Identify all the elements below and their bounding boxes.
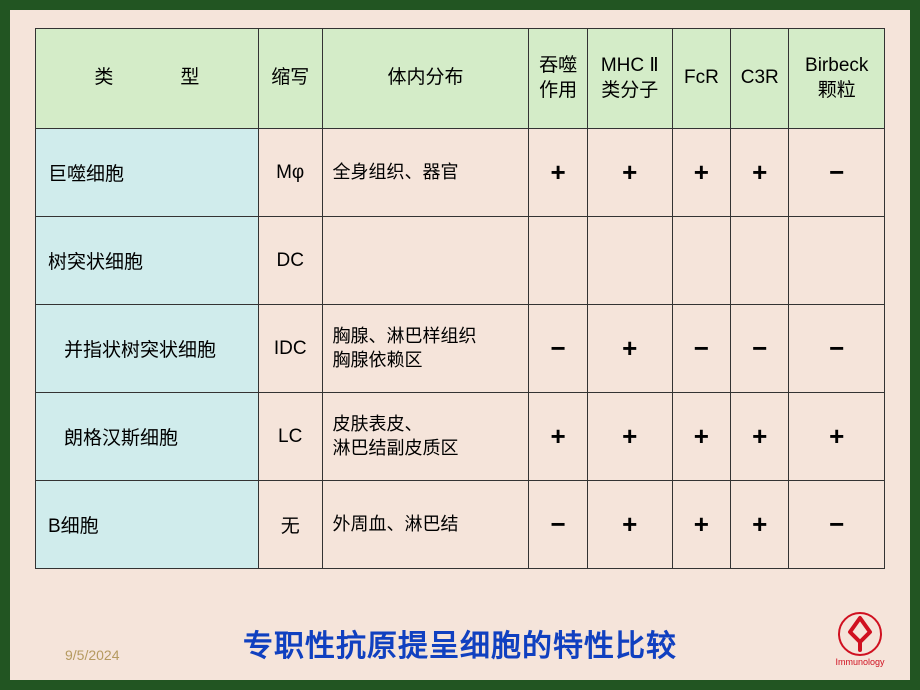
header-fcr: FcR — [672, 29, 730, 129]
row-mark — [587, 217, 672, 305]
row-distribution: 皮肤表皮、淋巴结副皮质区 — [322, 393, 529, 481]
row-abbrev: LC — [258, 393, 322, 481]
header-phagocytosis: 吞噬作用 — [529, 29, 587, 129]
row-mark: + — [529, 129, 587, 217]
row-abbrev: DC — [258, 217, 322, 305]
row-label: 巨噬细胞 — [36, 129, 259, 217]
logo-text: Immunology — [832, 657, 888, 667]
row-mark: − — [789, 481, 885, 569]
row-mark: + — [672, 129, 730, 217]
row-mark: + — [731, 393, 789, 481]
row-mark: + — [731, 129, 789, 217]
row-abbrev: Mφ — [258, 129, 322, 217]
table-row: 并指状树突状细胞IDC胸腺、淋巴样组织胸腺依赖区−+−−− — [36, 305, 885, 393]
row-label: 朗格汉斯细胞 — [36, 393, 259, 481]
row-mark: + — [672, 393, 730, 481]
table-row: 树突状细胞DC — [36, 217, 885, 305]
row-mark: + — [731, 481, 789, 569]
row-mark: − — [672, 305, 730, 393]
header-type-text: 类 型 — [70, 67, 223, 88]
row-label: 并指状树突状细胞 — [36, 305, 259, 393]
logo: Immunology — [832, 612, 888, 668]
header-distribution: 体内分布 — [322, 29, 529, 129]
date-label: 9/5/2024 — [65, 647, 120, 663]
header-type: 类 型 — [36, 29, 259, 129]
row-distribution: 外周血、淋巴结 — [322, 481, 529, 569]
row-mark: − — [529, 305, 587, 393]
slide-title: 专职性抗原提呈细胞的特性比较 — [243, 630, 677, 663]
row-mark: − — [789, 129, 885, 217]
row-label: 树突状细胞 — [36, 217, 259, 305]
title-area: 专职性抗原提呈细胞的特性比较 — [10, 621, 910, 665]
row-mark: + — [587, 481, 672, 569]
row-abbrev: IDC — [258, 305, 322, 393]
header-c3r: C3R — [731, 29, 789, 129]
table-row: B细胞无外周血、淋巴结−+++− — [36, 481, 885, 569]
header-birbeck: Birbeck颗粒 — [789, 29, 885, 129]
row-mark: − — [731, 305, 789, 393]
row-mark — [789, 217, 885, 305]
header-row: 类 型 缩写 体内分布 吞噬作用 MHC Ⅱ类分子 FcR C3R Birbec… — [36, 29, 885, 129]
row-mark — [529, 217, 587, 305]
row-mark: − — [789, 305, 885, 393]
table-row: 巨噬细胞Mφ全身组织、器官++++− — [36, 129, 885, 217]
row-mark — [731, 217, 789, 305]
comparison-table: 类 型 缩写 体内分布 吞噬作用 MHC Ⅱ类分子 FcR C3R Birbec… — [35, 28, 885, 569]
slide: 类 型 缩写 体内分布 吞噬作用 MHC Ⅱ类分子 FcR C3R Birbec… — [10, 10, 910, 680]
table-head: 类 型 缩写 体内分布 吞噬作用 MHC Ⅱ类分子 FcR C3R Birbec… — [36, 29, 885, 129]
row-mark: + — [587, 305, 672, 393]
row-mark: + — [672, 481, 730, 569]
table-row: 朗格汉斯细胞LC皮肤表皮、淋巴结副皮质区+++++ — [36, 393, 885, 481]
row-mark — [672, 217, 730, 305]
row-mark: + — [587, 393, 672, 481]
table-body: 巨噬细胞Mφ全身组织、器官++++−树突状细胞DC并指状树突状细胞IDC胸腺、淋… — [36, 129, 885, 569]
row-distribution: 胸腺、淋巴样组织胸腺依赖区 — [322, 305, 529, 393]
logo-icon — [838, 612, 882, 656]
row-distribution: 全身组织、器官 — [322, 129, 529, 217]
header-mhc2: MHC Ⅱ类分子 — [587, 29, 672, 129]
row-mark: − — [529, 481, 587, 569]
row-mark: + — [529, 393, 587, 481]
row-abbrev: 无 — [258, 481, 322, 569]
header-abbrev: 缩写 — [258, 29, 322, 129]
row-distribution — [322, 217, 529, 305]
row-mark: + — [587, 129, 672, 217]
row-label: B细胞 — [36, 481, 259, 569]
row-mark: + — [789, 393, 885, 481]
